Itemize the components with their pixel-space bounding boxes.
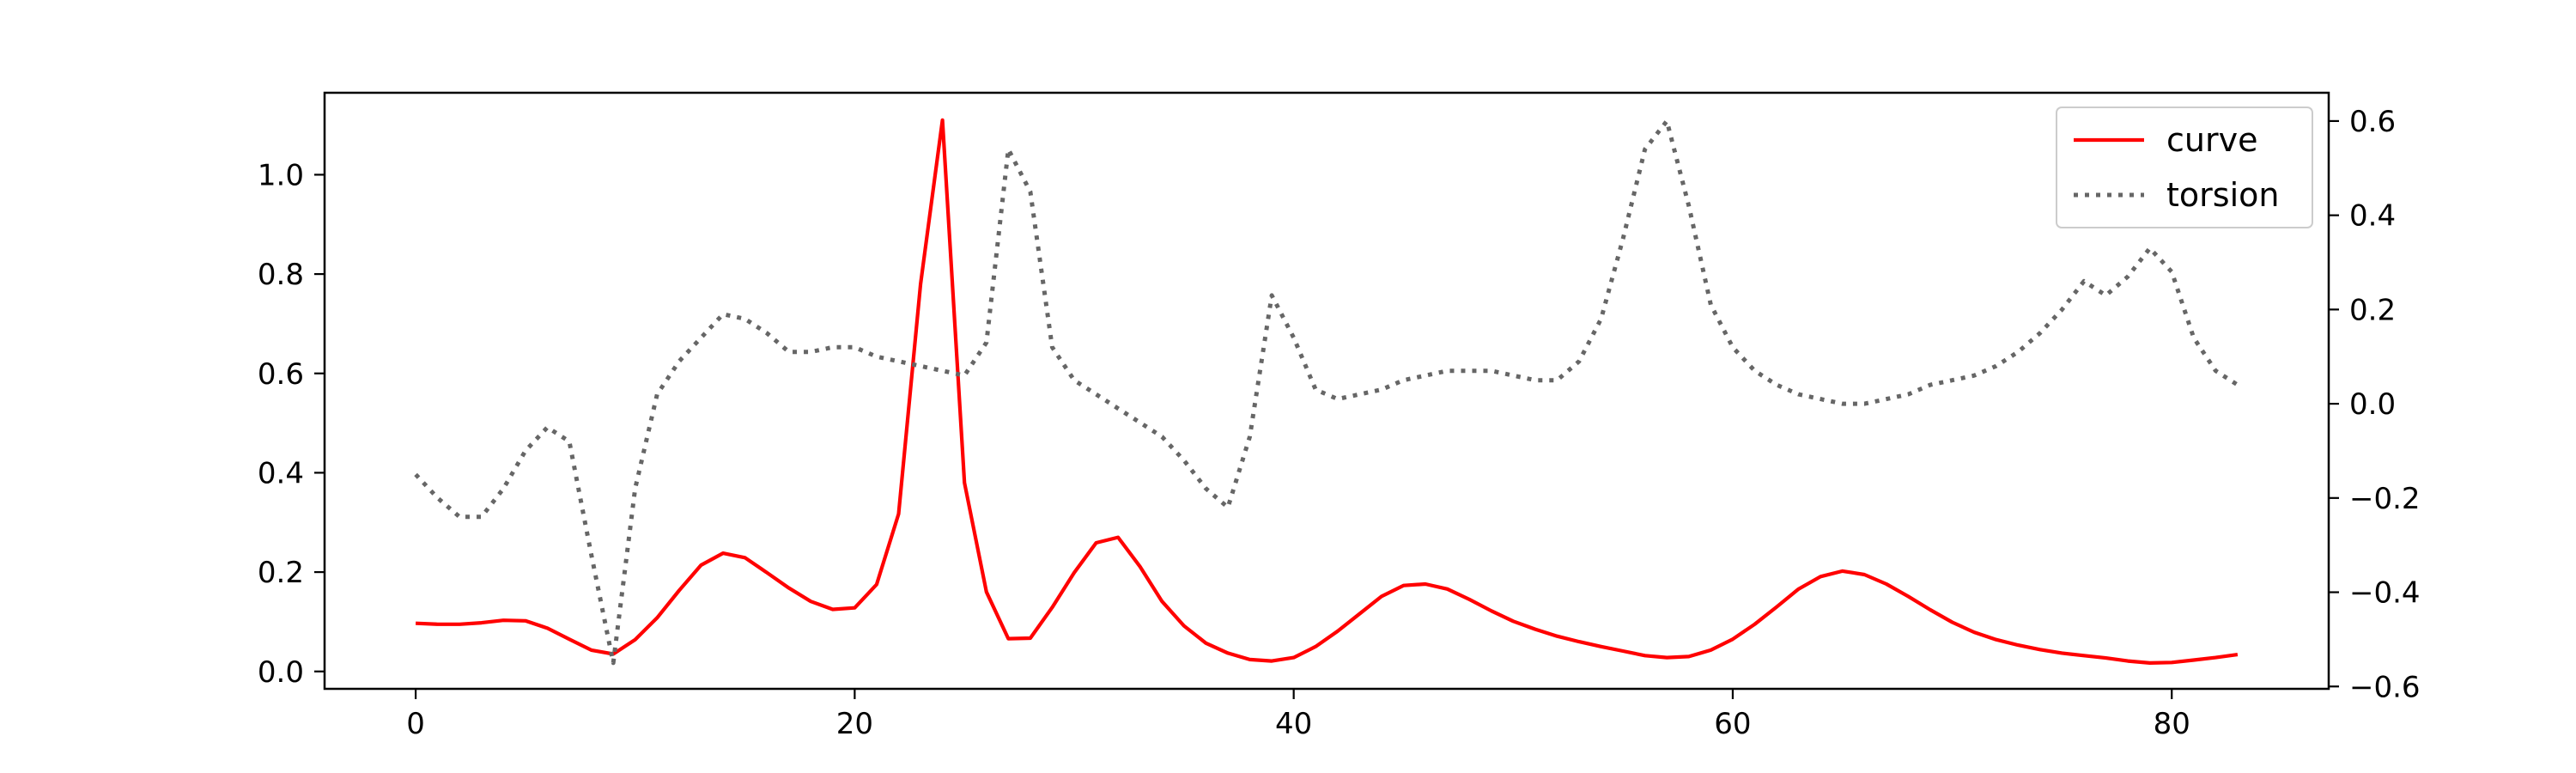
y-tick-label: 0.6 xyxy=(258,357,304,392)
y2-tick-label: −0.6 xyxy=(2349,670,2421,704)
chart-axes: 0 20 40 60 80 0.0 0.2 0.4 0.6 0.8 1.0 −0.6 −0.4 −0.2 0… xyxy=(258,91,2421,741)
y2-tick-label: 0.6 xyxy=(2349,105,2396,139)
y2-tick-label: 0.0 xyxy=(2349,387,2396,422)
x-tick-label: 80 xyxy=(2154,707,2190,741)
x-tick-label: 20 xyxy=(836,707,873,741)
legend-label-curve: curve xyxy=(2166,121,2257,159)
y2-tick-label: 0.2 xyxy=(2349,293,2396,327)
y2-tick-label: 0.4 xyxy=(2349,199,2396,234)
chart-marks xyxy=(414,118,2239,666)
legend-box xyxy=(2056,107,2313,228)
y2-tick-label: −0.2 xyxy=(2349,482,2421,516)
legend-label-torsion: torsion xyxy=(2166,176,2279,214)
y-tick-label: 0.4 xyxy=(258,456,304,490)
series-line-torsion xyxy=(414,119,2239,666)
x-tick-label: 60 xyxy=(1714,707,1751,741)
x-tick-label: 0 xyxy=(406,707,425,741)
x-tick-label: 40 xyxy=(1275,707,1312,741)
y-tick-label: 0.8 xyxy=(258,258,304,292)
y2-tick-label: −0.4 xyxy=(2349,576,2421,611)
y-tick-label: 0.2 xyxy=(258,556,304,590)
plot-frame xyxy=(323,91,2330,691)
y-tick-label: 0.0 xyxy=(258,655,304,690)
chart-legend: curve torsion xyxy=(2056,107,2313,228)
series-line-curve xyxy=(416,118,2239,666)
y-tick-label: 1.0 xyxy=(258,158,304,192)
